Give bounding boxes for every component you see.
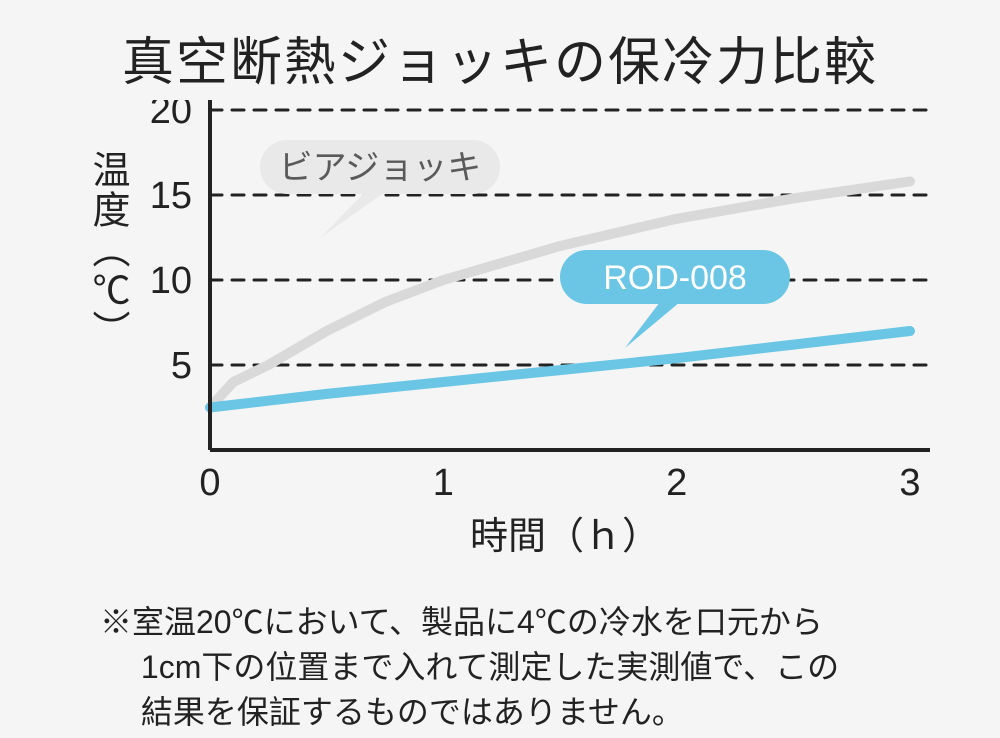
x-axis-label: 時間（ｈ） [470,505,660,560]
y-axis-label: 温度（℃） [80,150,135,350]
svg-text:20: 20 [150,100,192,132]
chart-footnote: ※室温20℃において、製品に4℃の冷水を口元から 1cm下の位置まで入れて測定し… [100,600,940,734]
svg-text:10: 10 [150,260,192,302]
svg-text:3: 3 [899,462,920,504]
footnote-line: ※室温20℃において、製品に4℃の冷水を口元から [100,604,823,640]
svg-text:1: 1 [433,462,454,504]
line-chart: 5 10 15 20 0 1 2 3 ビアジョッキ ROD-008 [60,100,940,550]
chart-container: 51015200123ビアジョッキROD-008 温度（℃） 時間（ｈ） [60,100,940,550]
footnote-line: 結果を保証するものではありません。 [100,694,684,730]
svg-text:2: 2 [666,462,687,504]
svg-text:0: 0 [199,462,220,504]
svg-text:ROD-008: ROD-008 [603,259,747,297]
svg-text:5: 5 [171,345,192,387]
svg-text:15: 15 [150,175,192,217]
svg-text:ビアジョッキ: ビアジョッキ [279,149,482,187]
footnote-line: 1cm下の位置まで入れて測定した実測値で、この [100,649,839,685]
chart-title: 真空断熱ジョッキの保冷力比較 [0,20,1000,95]
